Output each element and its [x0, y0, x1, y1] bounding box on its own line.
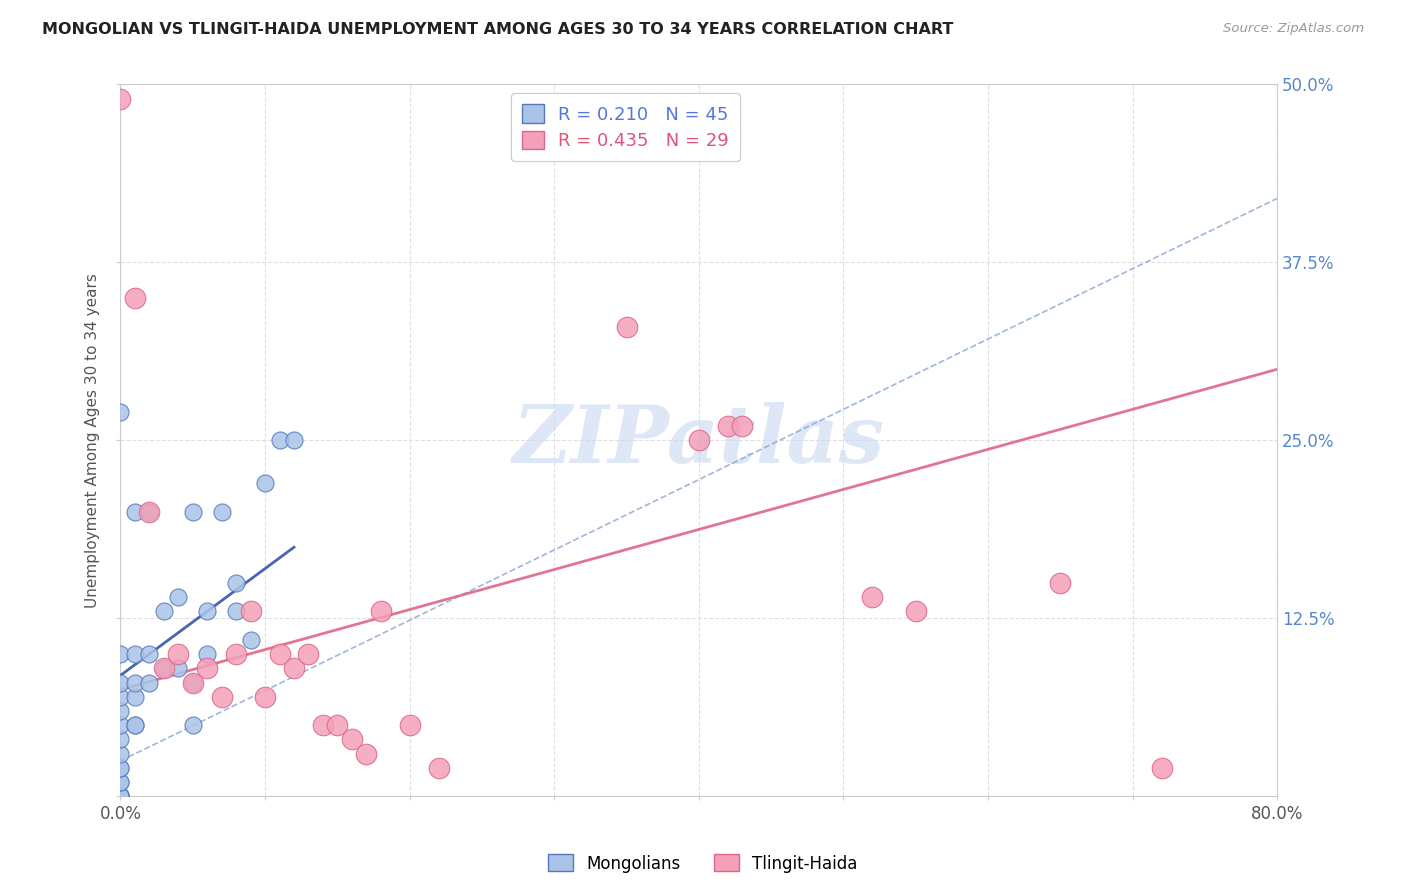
- Point: [211, 690, 233, 704]
- Point: [254, 690, 277, 704]
- Text: MONGOLIAN VS TLINGIT-HAIDA UNEMPLOYMENT AMONG AGES 30 TO 34 YEARS CORRELATION CH: MONGOLIAN VS TLINGIT-HAIDA UNEMPLOYMENT …: [42, 22, 953, 37]
- Point: [138, 505, 160, 519]
- Point: [110, 789, 132, 804]
- Point: [195, 604, 218, 618]
- Point: [110, 789, 132, 804]
- Point: [110, 761, 132, 775]
- Point: [167, 647, 190, 661]
- Point: [254, 476, 277, 491]
- Point: [110, 789, 132, 804]
- Point: [195, 661, 218, 675]
- Point: [153, 661, 176, 675]
- Point: [1049, 575, 1071, 590]
- Point: [717, 419, 740, 434]
- Point: [167, 590, 190, 604]
- Point: [110, 789, 132, 804]
- Point: [427, 761, 450, 775]
- Point: [153, 661, 176, 675]
- Point: [124, 675, 146, 690]
- Point: [225, 575, 247, 590]
- Point: [239, 632, 262, 647]
- Point: [110, 718, 132, 732]
- Point: [110, 789, 132, 804]
- Point: [616, 319, 638, 334]
- Point: [181, 675, 204, 690]
- Point: [124, 690, 146, 704]
- Point: [326, 718, 349, 732]
- Y-axis label: Unemployment Among Ages 30 to 34 years: Unemployment Among Ages 30 to 34 years: [86, 273, 100, 607]
- Point: [370, 604, 392, 618]
- Point: [124, 505, 146, 519]
- Point: [904, 604, 927, 618]
- Point: [110, 775, 132, 789]
- Point: [297, 647, 319, 661]
- Point: [110, 789, 132, 804]
- Legend: R = 0.210   N = 45, R = 0.435   N = 29: R = 0.210 N = 45, R = 0.435 N = 29: [512, 94, 740, 161]
- Point: [181, 505, 204, 519]
- Point: [239, 604, 262, 618]
- Point: [110, 647, 132, 661]
- Point: [110, 789, 132, 804]
- Point: [138, 647, 160, 661]
- Point: [124, 718, 146, 732]
- Point: [731, 419, 754, 434]
- Legend: Mongolians, Tlingit-Haida: Mongolians, Tlingit-Haida: [541, 847, 865, 880]
- Point: [398, 718, 420, 732]
- Point: [283, 434, 305, 448]
- Point: [110, 92, 132, 106]
- Point: [181, 718, 204, 732]
- Point: [312, 718, 335, 732]
- Point: [138, 505, 160, 519]
- Point: [211, 505, 233, 519]
- Point: [167, 661, 190, 675]
- Point: [688, 434, 710, 448]
- Point: [110, 732, 132, 747]
- Point: [138, 675, 160, 690]
- Point: [1150, 761, 1173, 775]
- Point: [110, 775, 132, 789]
- Point: [269, 647, 291, 661]
- Point: [860, 590, 883, 604]
- Point: [269, 434, 291, 448]
- Point: [195, 647, 218, 661]
- Point: [110, 761, 132, 775]
- Point: [153, 604, 176, 618]
- Point: [225, 647, 247, 661]
- Point: [283, 661, 305, 675]
- Point: [124, 647, 146, 661]
- Text: ZIPatlas: ZIPatlas: [513, 401, 884, 479]
- Point: [124, 718, 146, 732]
- Point: [110, 704, 132, 718]
- Point: [340, 732, 363, 747]
- Point: [110, 405, 132, 419]
- Point: [356, 747, 378, 761]
- Point: [110, 675, 132, 690]
- Point: [181, 675, 204, 690]
- Point: [110, 690, 132, 704]
- Point: [110, 789, 132, 804]
- Point: [225, 604, 247, 618]
- Text: Source: ZipAtlas.com: Source: ZipAtlas.com: [1223, 22, 1364, 36]
- Point: [124, 291, 146, 305]
- Point: [110, 747, 132, 761]
